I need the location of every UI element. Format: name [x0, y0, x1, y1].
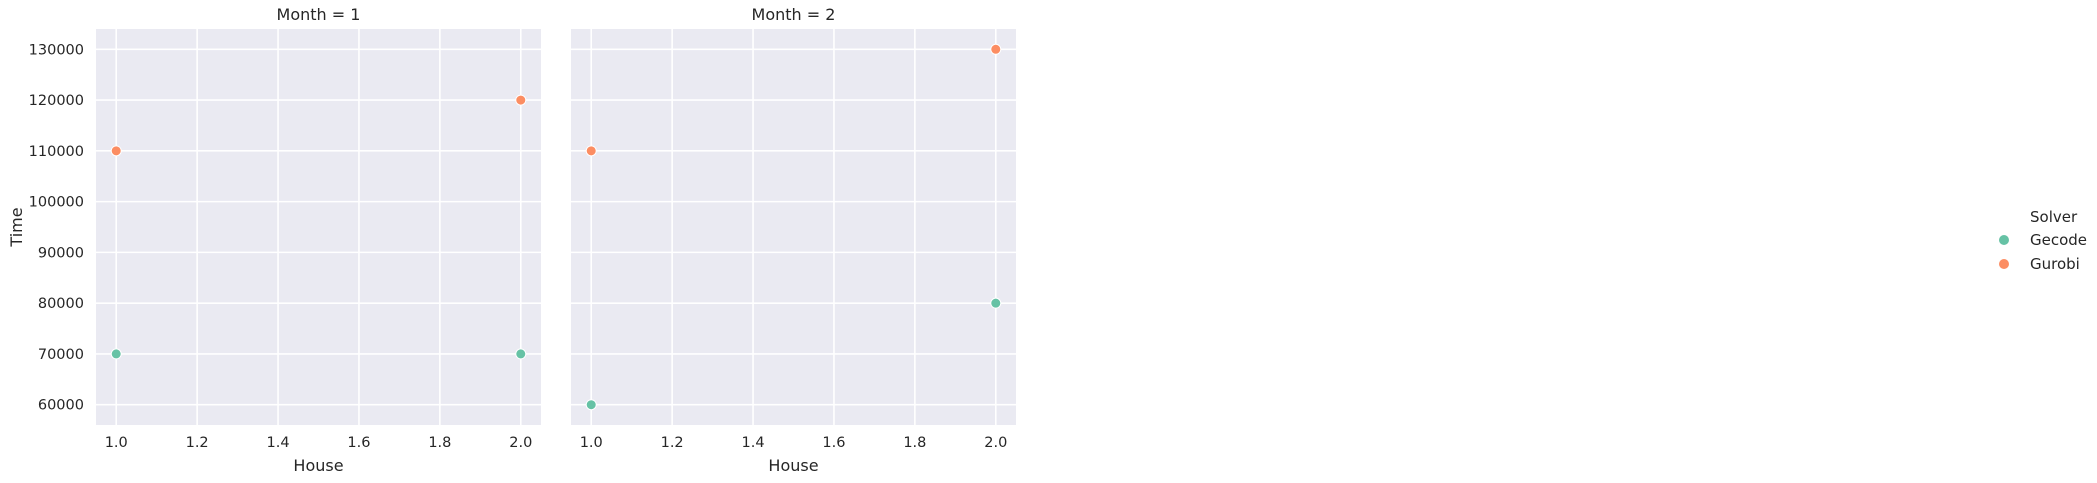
legend: Solver Gecode Gurobi	[1999, 208, 2087, 273]
legend-marker-gecode	[1999, 235, 2009, 245]
y-tick-label: 70000	[38, 347, 84, 363]
y-tick-label: 60000	[38, 398, 84, 414]
y-axis-label: Time	[7, 207, 26, 247]
x-tick-label: 1.4	[267, 435, 290, 451]
data-point-gurobi	[585, 145, 597, 157]
x-tick-label: 1.4	[742, 435, 765, 451]
y-tick-label: 90000	[38, 245, 84, 261]
x-axis-label: House	[293, 456, 343, 475]
x-tick-label: 1.0	[580, 435, 603, 451]
data-point-gecode	[585, 399, 597, 411]
facet-month-2: 1.0 1.2 1.4 1.6 1.8 2.0 Month = 2 House	[571, 5, 1016, 475]
y-tick-label: 130000	[29, 42, 84, 58]
x-tick-label: 1.0	[105, 435, 128, 451]
x-tick-label: 1.6	[822, 435, 845, 451]
panel-title: Month = 1	[277, 5, 361, 24]
x-tick-label: 1.8	[903, 435, 926, 451]
data-point-gurobi	[515, 94, 527, 106]
x-tick-label: 1.8	[428, 435, 451, 451]
plot-background	[571, 29, 1016, 425]
legend-label-gurobi: Gurobi	[2030, 255, 2080, 273]
y-tick-label: 120000	[29, 93, 84, 109]
y-tick-label: 110000	[29, 144, 84, 160]
y-tick-label: 80000	[38, 296, 84, 312]
legend-marker-gurobi	[1999, 259, 2009, 269]
panel-title: Month = 2	[752, 5, 836, 24]
legend-label-gecode: Gecode	[2030, 231, 2087, 249]
plot-background	[96, 29, 541, 425]
x-tick-label: 1.2	[661, 435, 684, 451]
x-tick-label: 2.0	[509, 435, 532, 451]
data-point-gecode	[990, 297, 1002, 309]
y-tick-label: 100000	[29, 195, 84, 211]
data-point-gurobi	[990, 43, 1002, 55]
x-tick-label: 2.0	[984, 435, 1007, 451]
data-point-gurobi	[110, 145, 122, 157]
data-point-gecode	[515, 348, 527, 360]
data-point-gecode	[110, 348, 122, 360]
facet-month-1: 1.0 1.2 1.4 1.6 1.8 2.0 60000 70000 80000 90000 10…	[7, 5, 541, 475]
x-tick-label: 1.2	[186, 435, 209, 451]
x-tick-label: 1.6	[347, 435, 370, 451]
legend-title: Solver	[2030, 208, 2078, 226]
x-axis-label: House	[768, 456, 818, 475]
